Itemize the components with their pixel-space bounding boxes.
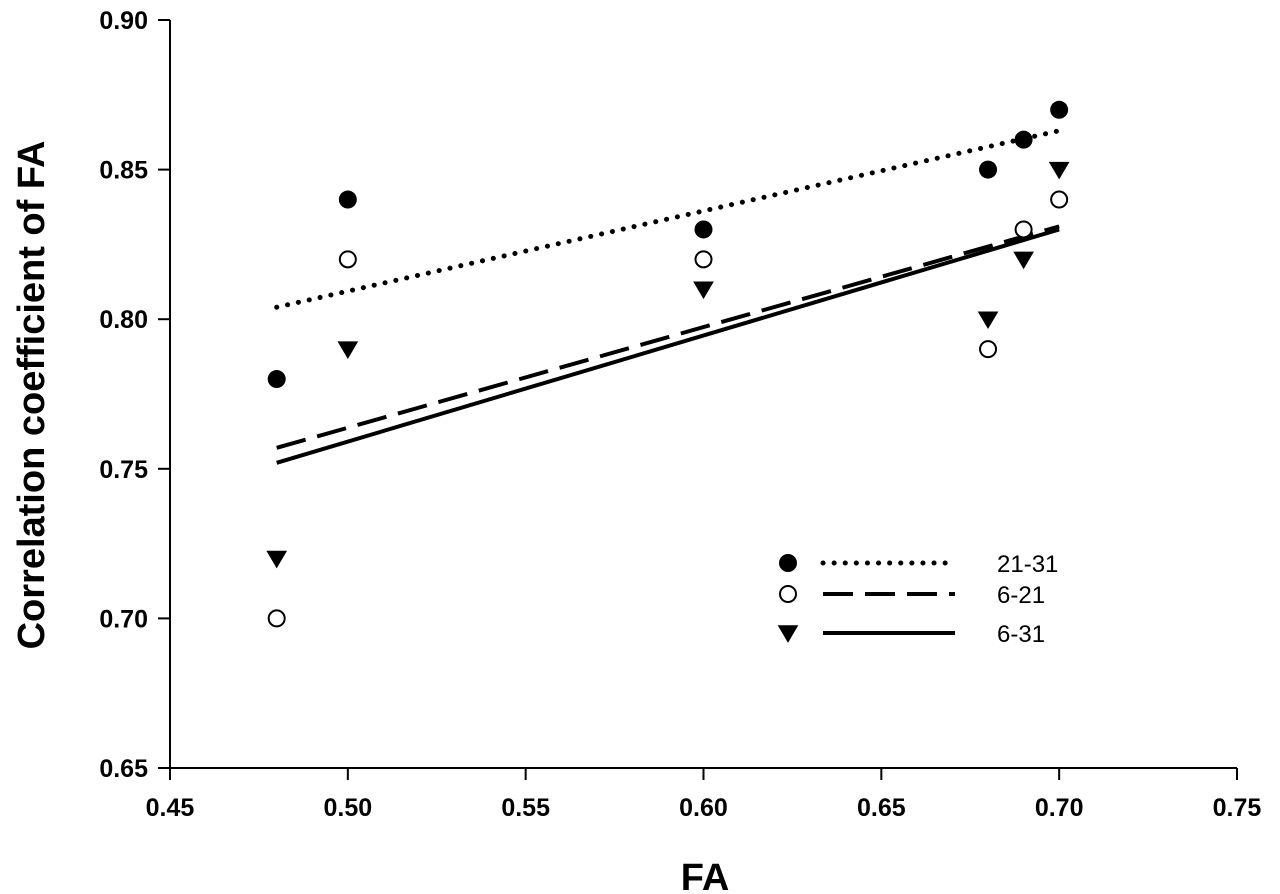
data-point-6-21: [1050, 190, 1069, 209]
x-tick-label: 0.50: [323, 794, 372, 822]
data-point-6-21: [979, 340, 998, 359]
legend-label-6-31: 6-31: [997, 621, 1045, 648]
fit-line-6-31: [276, 227, 1060, 465]
y-axis-title: Correlation coefficient of FA: [11, 141, 53, 650]
x-tick-label: 0.65: [857, 794, 906, 822]
data-point-21-31: [1050, 100, 1069, 119]
y-tick-label: 0.80: [99, 306, 148, 334]
data-point-21-31: [338, 190, 357, 209]
plot-frame: [169, 20, 1237, 769]
fit-lines: [274, 128, 1062, 465]
x-tick-label: 0.70: [1035, 794, 1084, 822]
data-point-6-21: [694, 250, 713, 269]
data-point-21-31: [1014, 130, 1033, 149]
legend-marker-6-31: [777, 625, 799, 643]
data-point-21-31: [694, 220, 713, 239]
x-tick-label: 0.45: [146, 794, 195, 822]
x-tick-label: 0.55: [501, 794, 550, 822]
legend-marker-21-31: [779, 554, 797, 572]
x-axis: 0.45 0.50 0.55 0.60 0.65 0.70 0.75: [146, 768, 1262, 822]
y-tick-label: 0.65: [99, 755, 148, 783]
x-tick-label: 0.75: [1213, 794, 1262, 822]
data-point-6-31: [266, 550, 288, 569]
legend: 21-31 6-21 6-31: [777, 551, 1058, 648]
fit-line-21-31: [274, 128, 1062, 310]
data-point-6-31: [337, 341, 359, 359]
data-point-6-21: [338, 250, 357, 269]
data-point-6-21: [267, 609, 286, 628]
data-point-6-31: [1048, 161, 1070, 180]
data-point-21-31: [267, 370, 286, 389]
y-tick-label: 0.90: [99, 7, 148, 35]
data-point-21-31: [979, 160, 998, 179]
x-axis-title: FA: [681, 857, 730, 894]
legend-marker-6-21: [779, 585, 797, 603]
y-tick-label: 0.75: [99, 456, 148, 484]
legend-label-6-21: 6-21: [997, 582, 1045, 609]
x-tick-label: 0.60: [679, 794, 728, 822]
y-tick-label: 0.85: [99, 157, 148, 185]
data-point-6-31: [693, 281, 714, 300]
y-tick-label: 0.70: [99, 605, 148, 633]
data-point-6-31: [977, 311, 999, 330]
y-axis: 0.65 0.70 0.75 0.80 0.85 0.90: [99, 7, 170, 783]
legend-label-21-31: 21-31: [997, 551, 1058, 578]
data-markers: [266, 100, 1070, 628]
data-point-6-21: [1014, 220, 1033, 239]
data-point-6-31: [1013, 251, 1034, 270]
fit-line-6-21: [276, 224, 1060, 450]
